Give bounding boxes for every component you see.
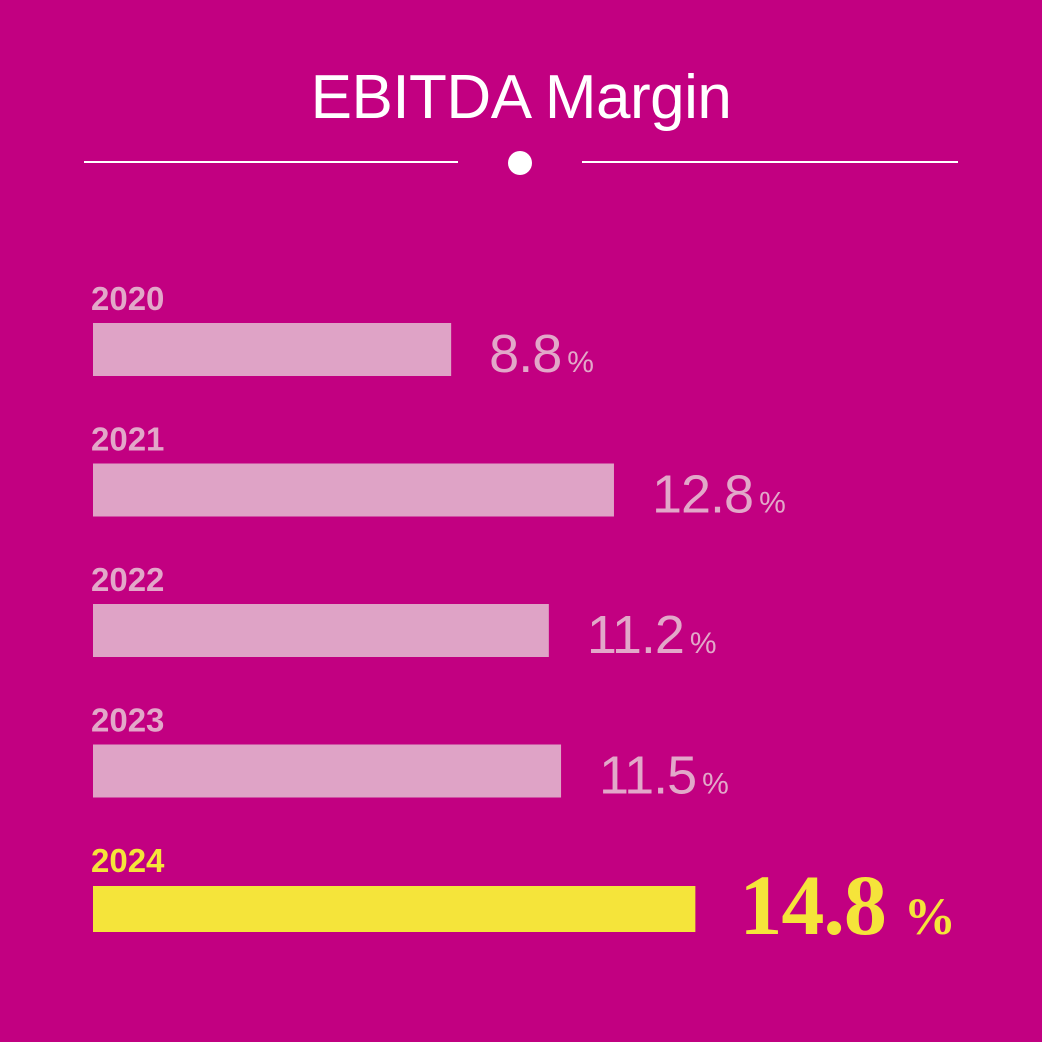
value-label: 12.8% xyxy=(652,465,785,525)
value-label: 11.2% xyxy=(587,605,716,665)
bar xyxy=(93,604,549,657)
value-unit: % xyxy=(702,768,728,801)
title-divider-left xyxy=(84,161,458,163)
year-label: 2020 xyxy=(91,280,164,317)
year-label: 2024 xyxy=(91,842,165,879)
value-label: 8.8% xyxy=(489,324,593,384)
value-number: 11.5 xyxy=(599,746,696,806)
value-unit: % xyxy=(567,346,593,379)
year-label: 2021 xyxy=(91,421,164,458)
value-unit: % xyxy=(690,627,716,660)
value-number: 11.2 xyxy=(587,605,684,665)
year-label: 2022 xyxy=(91,561,164,598)
chart-title: EBITDA Margin xyxy=(310,63,732,132)
value-unit: % xyxy=(904,889,955,946)
title-divider-dot xyxy=(508,151,532,175)
bar xyxy=(93,886,696,932)
value-label: 14.8% xyxy=(739,857,955,953)
value-number: 14.8 xyxy=(739,857,886,953)
value-number: 8.8 xyxy=(489,324,561,384)
title-divider-right xyxy=(582,161,958,163)
bar xyxy=(93,463,614,517)
bar xyxy=(93,744,562,798)
value-number: 12.8 xyxy=(652,465,753,525)
value-label: 11.5% xyxy=(599,746,728,806)
year-label: 2023 xyxy=(91,702,164,739)
value-unit: % xyxy=(759,487,785,520)
bar xyxy=(93,323,452,376)
